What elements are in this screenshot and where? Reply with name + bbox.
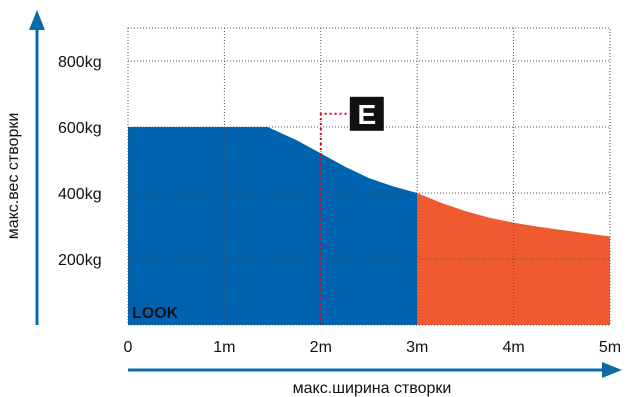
x-tick-label: 1m: [213, 339, 235, 356]
x-axis-arrow-head: [602, 362, 622, 378]
area-series-1: [128, 127, 418, 325]
y-tick-label: 200kg: [58, 252, 102, 269]
x-axis-title: макс.ширина створки: [293, 380, 452, 397]
area-series-group: [128, 127, 610, 325]
marker-label: E: [357, 99, 376, 130]
y-axis-arrow-head: [29, 10, 45, 30]
watermark-text: LOOK: [132, 305, 179, 322]
tick-labels: 0 1m 2m 3m 4m 5m 200kg 400kg 600kg 800kg: [58, 54, 621, 356]
x-tick-label: 0: [124, 339, 133, 356]
y-axis-title: макс.вес створки: [5, 113, 22, 240]
plot-frame: [127, 27, 611, 326]
marker-leader-line: [319, 112, 348, 325]
x-tick-label: 4m: [502, 339, 524, 356]
x-tick-label: 5m: [599, 339, 621, 356]
y-tick-label: 800kg: [58, 54, 102, 71]
marker-e: E: [319, 96, 384, 325]
marker-box: [349, 96, 384, 131]
y-tick-label: 600kg: [58, 120, 102, 137]
x-tick-label: 2m: [310, 339, 332, 356]
y-tick-label: 400kg: [58, 186, 102, 203]
x-tick-label: 3m: [406, 339, 428, 356]
